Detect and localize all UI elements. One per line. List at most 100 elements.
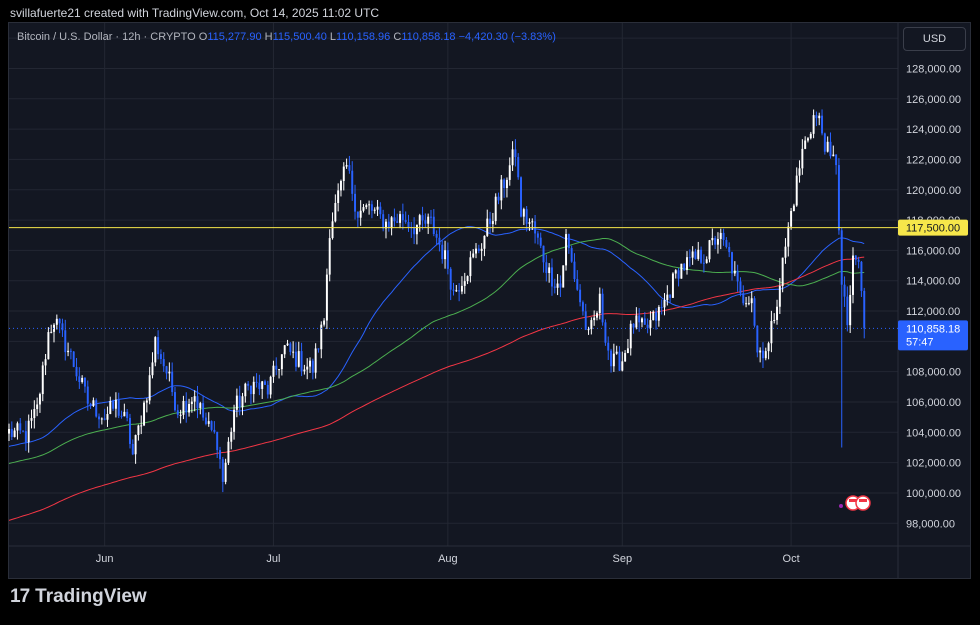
y-tick-label: 116,000.00 [906, 245, 960, 257]
candle-body [190, 401, 193, 404]
moving-average-line [8, 238, 865, 464]
candle-body [469, 257, 472, 277]
candle-body [759, 350, 762, 353]
candle-body [95, 400, 98, 417]
candle-body [27, 420, 30, 443]
candle-body [300, 351, 303, 372]
candle-body [202, 403, 205, 418]
candle-body [556, 283, 559, 288]
candle-body [421, 215, 424, 221]
candle-body [477, 248, 480, 251]
candle-body [134, 435, 137, 455]
candle-body [680, 263, 683, 279]
candle-body [114, 399, 117, 409]
candle-body [508, 165, 511, 180]
candle-body [210, 421, 213, 430]
candle-body [145, 400, 148, 403]
candle-body [86, 386, 89, 404]
candle-body [610, 350, 613, 367]
candle-body [261, 381, 264, 389]
candle-body [176, 410, 179, 415]
candle-body [753, 298, 756, 326]
candle-body [683, 263, 686, 271]
candle-body [852, 255, 854, 295]
candle-body [227, 441, 230, 463]
candle-body [595, 313, 598, 318]
candle-body [342, 166, 345, 181]
candle-body [69, 350, 72, 352]
candle-body [579, 289, 582, 303]
candle-body [427, 216, 430, 224]
candle-body [185, 400, 188, 413]
candle-body [399, 214, 402, 223]
candle-body [615, 351, 618, 354]
candle-body [103, 418, 106, 420]
last-price-label: 110,858.18 [906, 323, 960, 335]
candle-body [258, 382, 261, 389]
candle-body [10, 429, 13, 437]
candle-body [38, 394, 41, 405]
candle-body [725, 239, 728, 247]
candle-body [846, 296, 849, 326]
candle-body [452, 289, 455, 291]
candle-body [292, 351, 295, 353]
candle-body [792, 205, 795, 212]
candle-body [553, 286, 556, 288]
candle-body [244, 383, 247, 397]
candle-body [235, 395, 238, 410]
candle-body [224, 462, 227, 482]
x-tick-label: Sep [613, 553, 633, 565]
y-tick-label: 104,000.00 [906, 427, 961, 439]
candle-body [148, 375, 151, 401]
candle-body [168, 371, 171, 374]
candle-body [337, 190, 340, 204]
candle-body [593, 317, 596, 321]
candle-body [708, 240, 711, 260]
candle-body [700, 249, 703, 263]
candle-body [323, 320, 326, 325]
candle-body [64, 330, 67, 353]
candle-body [635, 315, 638, 328]
tradingview-brand: 17 TradingView [10, 586, 147, 608]
symbol-name[interactable]: Bitcoin / U.S. Dollar · 12h · CRYPTO [17, 31, 196, 43]
candle-body [131, 443, 134, 455]
candle-body [36, 404, 39, 410]
candle-body [415, 224, 418, 235]
candle-body [629, 323, 632, 349]
last-price-tag [898, 320, 968, 351]
y-tick-label: 102,000.00 [906, 458, 961, 470]
level-price-tag [898, 219, 968, 236]
candle-body [19, 423, 22, 431]
x-tick-label: Oct [783, 553, 800, 565]
candle-body [92, 400, 95, 407]
candle-body [22, 430, 25, 432]
candle-body [531, 221, 534, 223]
chart-panel[interactable] [8, 22, 971, 579]
candle-body [798, 168, 801, 176]
candle-body [863, 290, 866, 329]
candle-body [47, 332, 50, 360]
candle-body [221, 459, 224, 482]
candle-body [604, 322, 607, 343]
candle-body [812, 115, 815, 134]
candle-body [126, 411, 129, 418]
candle-body [283, 345, 286, 355]
candle-body [581, 302, 584, 312]
candle-body [278, 369, 281, 371]
candle-body [72, 351, 75, 367]
y-tick-label: 126,000.00 [906, 94, 961, 106]
candle-body [472, 253, 475, 258]
candle-body [306, 366, 309, 370]
candle-body [384, 221, 387, 229]
candle-body [309, 360, 312, 367]
candle-body [823, 133, 826, 152]
candle-body [61, 323, 64, 331]
candle-body [655, 311, 658, 321]
candle-body [199, 403, 202, 408]
candle-body [545, 262, 548, 274]
candle-body [705, 259, 708, 263]
candle-body [339, 180, 342, 191]
currency-button[interactable]: USD [903, 27, 966, 51]
high-label: H [264, 31, 273, 43]
